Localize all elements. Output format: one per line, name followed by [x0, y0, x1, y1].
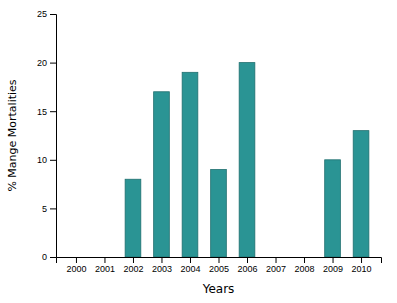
- x-tick: 2007: [266, 257, 286, 274]
- y-tick-label: 0: [42, 252, 47, 262]
- x-tick: 2003: [152, 257, 172, 274]
- bar: [97, 257, 113, 258]
- x-tick-mark: [304, 257, 305, 263]
- bar: [268, 257, 284, 258]
- y-tick: 15: [37, 107, 56, 117]
- x-tick: 2009: [323, 257, 343, 274]
- y-tick: 5: [42, 204, 56, 214]
- y-tick-mark: [50, 111, 56, 112]
- x-tick-mark: [133, 257, 134, 263]
- x-tick-label: 2009: [323, 264, 343, 274]
- x-tick-label: 2000: [66, 264, 86, 274]
- x-axis-line: [57, 258, 382, 264]
- bar: [182, 72, 198, 257]
- x-tick-label: 2002: [123, 264, 143, 274]
- x-tick-mark: [219, 257, 220, 263]
- x-tick: 2008: [295, 257, 315, 274]
- x-tick-label: 2010: [352, 264, 372, 274]
- y-tick-label: 15: [37, 107, 47, 117]
- x-axis-title: Years: [202, 282, 235, 296]
- x-axis: 2000 2001 2002 2003 2004 2005 2006 2007 2008 2009…: [57, 257, 382, 274]
- y-axis: 0 5 10 15 20 25: [37, 9, 57, 262]
- bar: [211, 170, 227, 257]
- bar: [239, 63, 255, 257]
- bar: [325, 160, 341, 257]
- x-tick: 2002: [123, 257, 143, 274]
- x-tick-mark: [76, 257, 77, 263]
- x-tick-label: 2008: [295, 264, 315, 274]
- y-tick: 25: [37, 9, 56, 19]
- y-tick: 20: [37, 58, 56, 68]
- x-tick-label: 2006: [237, 264, 257, 274]
- x-tick-label: 2007: [266, 264, 286, 274]
- bars: [125, 63, 369, 257]
- y-tick-mark: [50, 257, 56, 258]
- y-axis-title: % Mange Mortalities: [6, 79, 19, 191]
- y-tick-mark: [50, 208, 56, 209]
- y-tick-label: 20: [37, 58, 47, 68]
- x-tick-label: 2004: [180, 264, 200, 274]
- y-axis-line: [50, 15, 57, 258]
- x-tick-mark: [361, 257, 362, 263]
- chart: 2000200120022003200420052006200720082009…: [0, 0, 397, 303]
- y-tick-label: 25: [37, 9, 47, 19]
- y-tick-label: 5: [42, 204, 47, 214]
- x-tick: 2006: [237, 257, 257, 274]
- bar: [125, 179, 141, 257]
- bar: [296, 257, 312, 258]
- x-tick-mark: [190, 257, 191, 263]
- y-tick-label: 10: [37, 155, 47, 165]
- x-tick-mark: [247, 257, 248, 263]
- bar: [154, 92, 170, 257]
- x-tick-label: 2005: [209, 264, 229, 274]
- x-tick-mark: [333, 257, 334, 263]
- y-tick: 10: [37, 155, 56, 165]
- x-tick-mark: [161, 257, 162, 263]
- x-tick: 2001: [95, 257, 115, 274]
- y-tick-mark: [50, 160, 56, 161]
- x-tick-mark: [104, 257, 105, 263]
- x-tick-label: 2003: [152, 264, 172, 274]
- bar: [68, 257, 84, 258]
- x-tick: 2005: [209, 257, 229, 274]
- x-tick-label: 2001: [95, 264, 115, 274]
- bar: [353, 131, 369, 257]
- x-tick: 2004: [180, 257, 200, 274]
- y-tick-mark: [50, 14, 56, 15]
- plot: 2000200120022003200420052006200720082009…: [37, 9, 382, 274]
- x-tick: 2000: [66, 257, 86, 274]
- y-tick: 0: [42, 252, 56, 262]
- x-tick: 2010: [352, 257, 372, 274]
- y-tick-mark: [50, 63, 56, 64]
- x-tick-mark: [276, 257, 277, 263]
